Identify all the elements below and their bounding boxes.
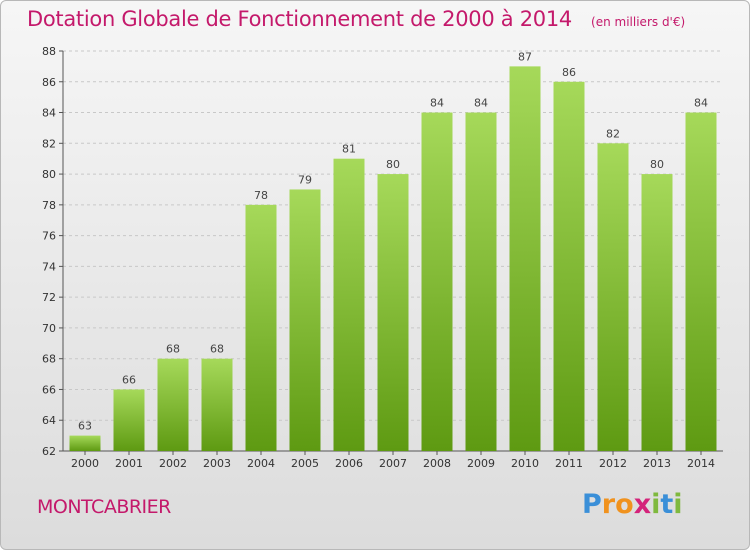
bar-label-2005: 79 [298,173,312,186]
bars [69,66,717,452]
x-tick-label-2003: 2003 [203,457,231,470]
bar-label-2000: 63 [78,420,92,433]
bar-2010 [509,66,541,451]
x-tick-label-2012: 2012 [599,457,627,470]
y-tick-label-66: 66 [42,383,56,396]
x-tick-label-2000: 2000 [71,457,99,470]
bar-label-2002: 68 [166,343,180,356]
bar-2005 [289,189,321,451]
bar-2001 [113,389,145,451]
bar-2008 [421,112,453,452]
x-tick-label-2008: 2008 [423,457,451,470]
bar-2003 [201,358,233,451]
x-tick-label-2007: 2007 [379,457,407,470]
y-tick-label-86: 86 [42,76,56,89]
y-tick-label-72: 72 [42,291,56,304]
x-tick-label-2005: 2005 [291,457,319,470]
logo-letter: o [615,489,634,520]
bar-label-2003: 68 [210,343,224,356]
logo-letter: P [582,489,602,520]
y-tick-label-84: 84 [42,107,56,120]
y-tick-label-70: 70 [42,322,56,335]
x-tick-label-2011: 2011 [555,457,583,470]
logo-letter: i [673,489,683,520]
bar-2012 [597,143,629,452]
x-tick-label-2006: 2006 [335,457,363,470]
bar-2011 [553,81,585,452]
chart-header: Dotation Globale de Fonctionnement de 20… [27,7,685,31]
proxiti-logo[interactable]: Proxiti [582,489,683,520]
chart-subtitle: (en milliers d'€) [591,15,686,29]
y-tick-label-82: 82 [42,137,56,150]
y-tick-labels: 62 64 66 68 70 72 74 76 78 80 82 84 86 88 [42,45,56,458]
logo-letter: t [660,489,674,520]
bar-label-2009: 84 [474,97,488,110]
bar-2002 [157,358,189,451]
bar-2013 [641,174,673,452]
y-tick-label-78: 78 [42,199,56,212]
bar-label-2001: 66 [122,373,136,386]
y-tick-label-88: 88 [42,45,56,58]
bar-2009 [465,112,497,452]
bar-2006 [333,158,365,451]
x-tick-label-2013: 2013 [643,457,671,470]
y-tick-label-68: 68 [42,353,56,366]
bar-label-2011: 86 [562,66,576,79]
logo-letter: r [601,489,616,520]
x-tick-label-2001: 2001 [115,457,143,470]
y-tick-label-74: 74 [42,260,56,273]
logo-letter: x [633,489,652,520]
y-tick-label-76: 76 [42,230,56,243]
bar-label-2014: 84 [694,97,708,110]
bar-label-2008: 84 [430,97,444,110]
logo-letter: i [651,489,661,520]
bar-label-2010: 87 [518,50,532,63]
x-tick-label-2010: 2010 [511,457,539,470]
bar-label-2006: 81 [342,143,356,156]
bar-label-2004: 78 [254,189,268,202]
bar-label-2013: 80 [650,158,664,171]
y-tick-label-62: 62 [42,445,56,458]
bar-label-2012: 82 [606,127,620,140]
bar-2004 [245,204,277,451]
bar-value-labels: 63 66 68 68 78 79 81 80 84 84 87 86 82 80 84 [78,50,708,432]
x-tick-label-2004: 2004 [247,457,275,470]
x-tick-label-2002: 2002 [159,457,187,470]
x-tick-label-2014: 2014 [687,457,715,470]
y-tick-label-64: 64 [42,414,56,427]
y-tick-label-80: 80 [42,168,56,181]
chart-title: Dotation Globale de Fonctionnement de 20… [27,7,572,31]
commune-name: MONTCABRIER [37,496,171,518]
x-tick-labels: 2000 2001 2002 2003 2004 2005 2006 2007 2008 2009… [71,457,715,470]
bar-2000 [69,435,101,451]
bar-label-2007: 80 [386,158,400,171]
x-tick-label-2009: 2009 [467,457,495,470]
bar-2014 [685,112,717,452]
bar-2007 [377,174,409,452]
